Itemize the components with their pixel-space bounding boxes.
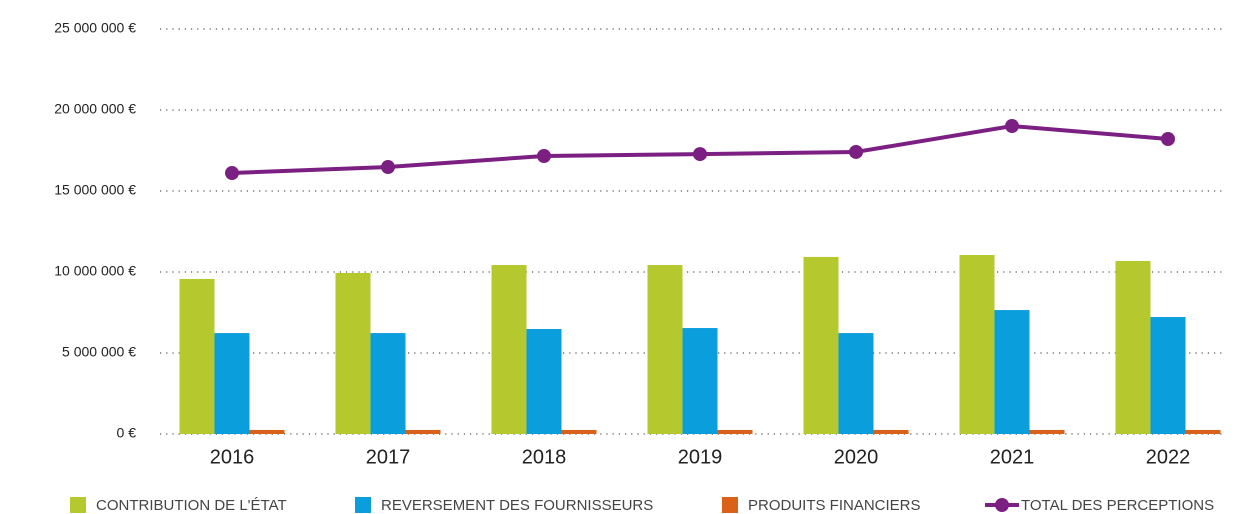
point <box>381 160 395 175</box>
bar <box>179 278 215 434</box>
legend-label: PRODUITS FINANCIERS <box>748 497 921 514</box>
y-tick-label: 15 000 000 € <box>54 182 136 198</box>
x-tick-label: 2022 <box>1146 446 1191 468</box>
legend-swatch <box>355 497 371 513</box>
bar <box>838 333 874 434</box>
bar <box>803 256 839 434</box>
bar <box>214 333 250 434</box>
bar <box>682 328 718 434</box>
y-tick-label: 20 000 000 € <box>54 101 136 117</box>
bar <box>491 265 527 434</box>
x-tick-label: 2019 <box>678 446 723 468</box>
point <box>537 149 551 164</box>
y-tick-label: 25 000 000 € <box>54 20 136 36</box>
bar <box>249 429 285 434</box>
bar <box>1115 260 1151 434</box>
x-tick-label: 2021 <box>990 446 1035 468</box>
bar <box>873 429 909 434</box>
x-tick-label: 2017 <box>366 446 411 468</box>
legend-swatch <box>722 497 738 513</box>
point <box>849 144 863 159</box>
point <box>1161 131 1175 146</box>
bar <box>647 265 683 434</box>
bar <box>405 429 441 434</box>
point <box>693 147 707 162</box>
bar <box>1185 429 1221 434</box>
bar <box>717 429 753 434</box>
point <box>1005 119 1019 134</box>
bar <box>994 310 1030 434</box>
legend-label: CONTRIBUTION DE L'ÉTAT <box>96 497 287 514</box>
bar <box>959 254 995 434</box>
legend-swatch <box>70 497 86 513</box>
bar <box>370 333 406 434</box>
bar <box>561 429 597 434</box>
legend-swatch <box>995 498 1009 512</box>
y-tick-label: 5 000 000 € <box>62 344 136 360</box>
y-tick-label: 0 € <box>117 425 137 441</box>
x-tick-label: 2016 <box>210 446 255 468</box>
x-tick-label: 2018 <box>522 446 567 468</box>
bar <box>526 329 562 434</box>
x-tick-label: 2020 <box>834 446 879 468</box>
legend-label: REVERSEMENT DES FOURNISSEURS <box>381 497 653 514</box>
bar <box>1029 429 1065 434</box>
point <box>225 166 239 181</box>
legend-label: TOTAL DES PERCEPTIONS <box>1021 497 1214 514</box>
bar <box>335 272 371 434</box>
y-tick-label: 10 000 000 € <box>54 263 136 279</box>
bar <box>1150 317 1186 434</box>
